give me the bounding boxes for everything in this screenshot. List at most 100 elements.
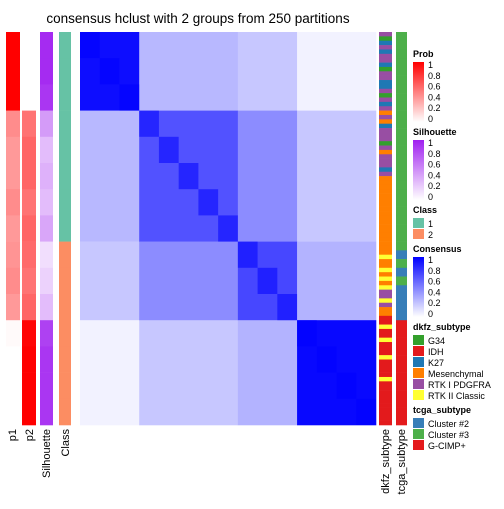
legend-swatch: [413, 335, 424, 345]
tcga-subtype-cell: [396, 232, 407, 242]
class-cell: [59, 84, 71, 111]
legend-title: dkfz_subtype: [413, 322, 471, 332]
legend-swatch: [413, 368, 424, 378]
legend-tick: 1: [428, 255, 433, 265]
dkfz-subtype-cell: [379, 58, 392, 63]
consensus-block: [237, 320, 298, 426]
consensus-block: [297, 241, 377, 321]
dkfz-subtype-cell: [379, 224, 392, 229]
dkfz-subtype-cell: [379, 315, 392, 321]
dkfz-subtype-cell: [379, 145, 392, 151]
p2-cell: [22, 189, 36, 216]
dkfz-subtype-cell: [379, 280, 392, 286]
dkfz-subtype-cell: [379, 259, 392, 264]
tcga-subtype-cell: [396, 49, 407, 59]
class-cell: [59, 163, 71, 190]
dkfz-subtype-cell: [379, 171, 392, 177]
tcga-subtype-cell: [396, 101, 407, 111]
p2-cell: [22, 110, 36, 138]
dkfz-subtype-cell: [379, 206, 392, 212]
dkfz-subtype-cell: [379, 320, 392, 325]
dkfz-subtype-cell: [379, 71, 392, 76]
class-cell: [59, 320, 71, 347]
dkfz-subtype-cell: [379, 163, 392, 168]
consensus-block: [139, 320, 239, 426]
dkfz-subtype-cell: [379, 307, 392, 312]
tcga-subtype-cell: [396, 110, 407, 120]
diagonal-cell: [316, 346, 337, 373]
legend-swatch: [413, 346, 424, 356]
legend-label: G-CIMP+: [428, 441, 466, 451]
annotation-columns: [6, 32, 71, 426]
tcga-subtype-cell: [396, 189, 407, 199]
tcga-subtype-cell: [396, 294, 407, 304]
dkfz-subtype-cell: [379, 110, 392, 116]
tcga-subtype-cell: [396, 398, 407, 408]
legend-swatch: [413, 379, 424, 389]
p2-cell: [22, 267, 36, 295]
legend-tick: 0.6: [428, 277, 441, 287]
dkfz-subtype-cell: [379, 376, 392, 382]
dkfz-subtype-cell: [379, 416, 392, 421]
chart-title: consensus hclust with 2 groups from 250 …: [46, 11, 349, 26]
class-cell: [59, 110, 71, 138]
tcga-subtype-cell: [396, 128, 407, 138]
dkfz-subtype-cell: [379, 167, 392, 173]
p1-cell: [6, 163, 20, 190]
dkfz-subtype-cell: [379, 394, 392, 400]
dkfz-subtype-cell: [379, 368, 392, 373]
legend-label: G34: [428, 336, 445, 346]
dkfz-subtype-cell: [379, 101, 392, 107]
silhouette-cell: [40, 110, 53, 138]
tcga-subtype-cell: [396, 328, 407, 338]
dkfz-subtype-cell: [379, 197, 392, 203]
legend-tick: 0: [428, 114, 433, 124]
tcga-subtype-cell: [396, 58, 407, 68]
legends: Prob10.80.60.40.20Silhouette10.80.60.40.…: [413, 49, 491, 451]
p2-cell: [22, 294, 36, 321]
diagonal-cell: [257, 267, 278, 294]
dkfz-subtype-cell: [379, 49, 392, 55]
dkfz-subtype-cell: [379, 219, 392, 225]
p1-cell: [6, 215, 20, 242]
dkfz-subtype-cell: [379, 285, 392, 290]
dkfz-subtype-cell: [379, 263, 392, 269]
silhouette-cell: [40, 32, 53, 59]
dkfz-subtype-cell: [379, 88, 392, 94]
legend-title: tcga_subtype: [413, 405, 471, 415]
legend-swatch: [413, 229, 424, 239]
dkfz-subtype-cell: [379, 128, 392, 133]
tcga-subtype-cell: [396, 416, 407, 426]
consensus-block: [237, 32, 298, 111]
consensus-block: [80, 241, 140, 321]
legend-swatch: [413, 390, 424, 400]
dkfz-subtype-cell: [379, 381, 392, 386]
p1-cell: [6, 110, 20, 138]
dkfz-subtype-cell: [379, 119, 392, 124]
dkfz-subtype-cell: [379, 302, 392, 308]
column-label: tcga_subtype: [396, 429, 408, 494]
legend-colorbar: [413, 62, 424, 122]
p1-cell: [6, 84, 20, 111]
dkfz-subtype-cell: [379, 355, 392, 360]
dkfz-subtype-cell: [379, 75, 392, 81]
column-label: p1: [7, 429, 19, 441]
tcga-subtype-cell: [396, 259, 407, 269]
silhouette-cell: [40, 189, 53, 216]
column-labels: p1 p2 Silhouette Class dkfz_subtype tcga_subt…: [7, 429, 408, 495]
legend-label: K27: [428, 358, 444, 368]
dkfz-subtype-cell: [379, 328, 392, 334]
diagonal-cell: [80, 32, 100, 59]
dkfz-subtype-cell: [379, 215, 392, 221]
silhouette-cell: [40, 136, 53, 164]
tcga-subtype-cell: [396, 302, 407, 312]
diagonal-cell: [139, 110, 159, 137]
tcga-subtype-cell: [396, 285, 407, 295]
p2-cell: [22, 346, 36, 373]
dkfz-subtype-cell: [379, 390, 392, 395]
legend-label: 2: [428, 230, 433, 240]
dkfz-subtype-cell: [379, 298, 392, 304]
dkfz-subtype-cell: [379, 149, 392, 155]
p1-cell: [6, 136, 20, 164]
